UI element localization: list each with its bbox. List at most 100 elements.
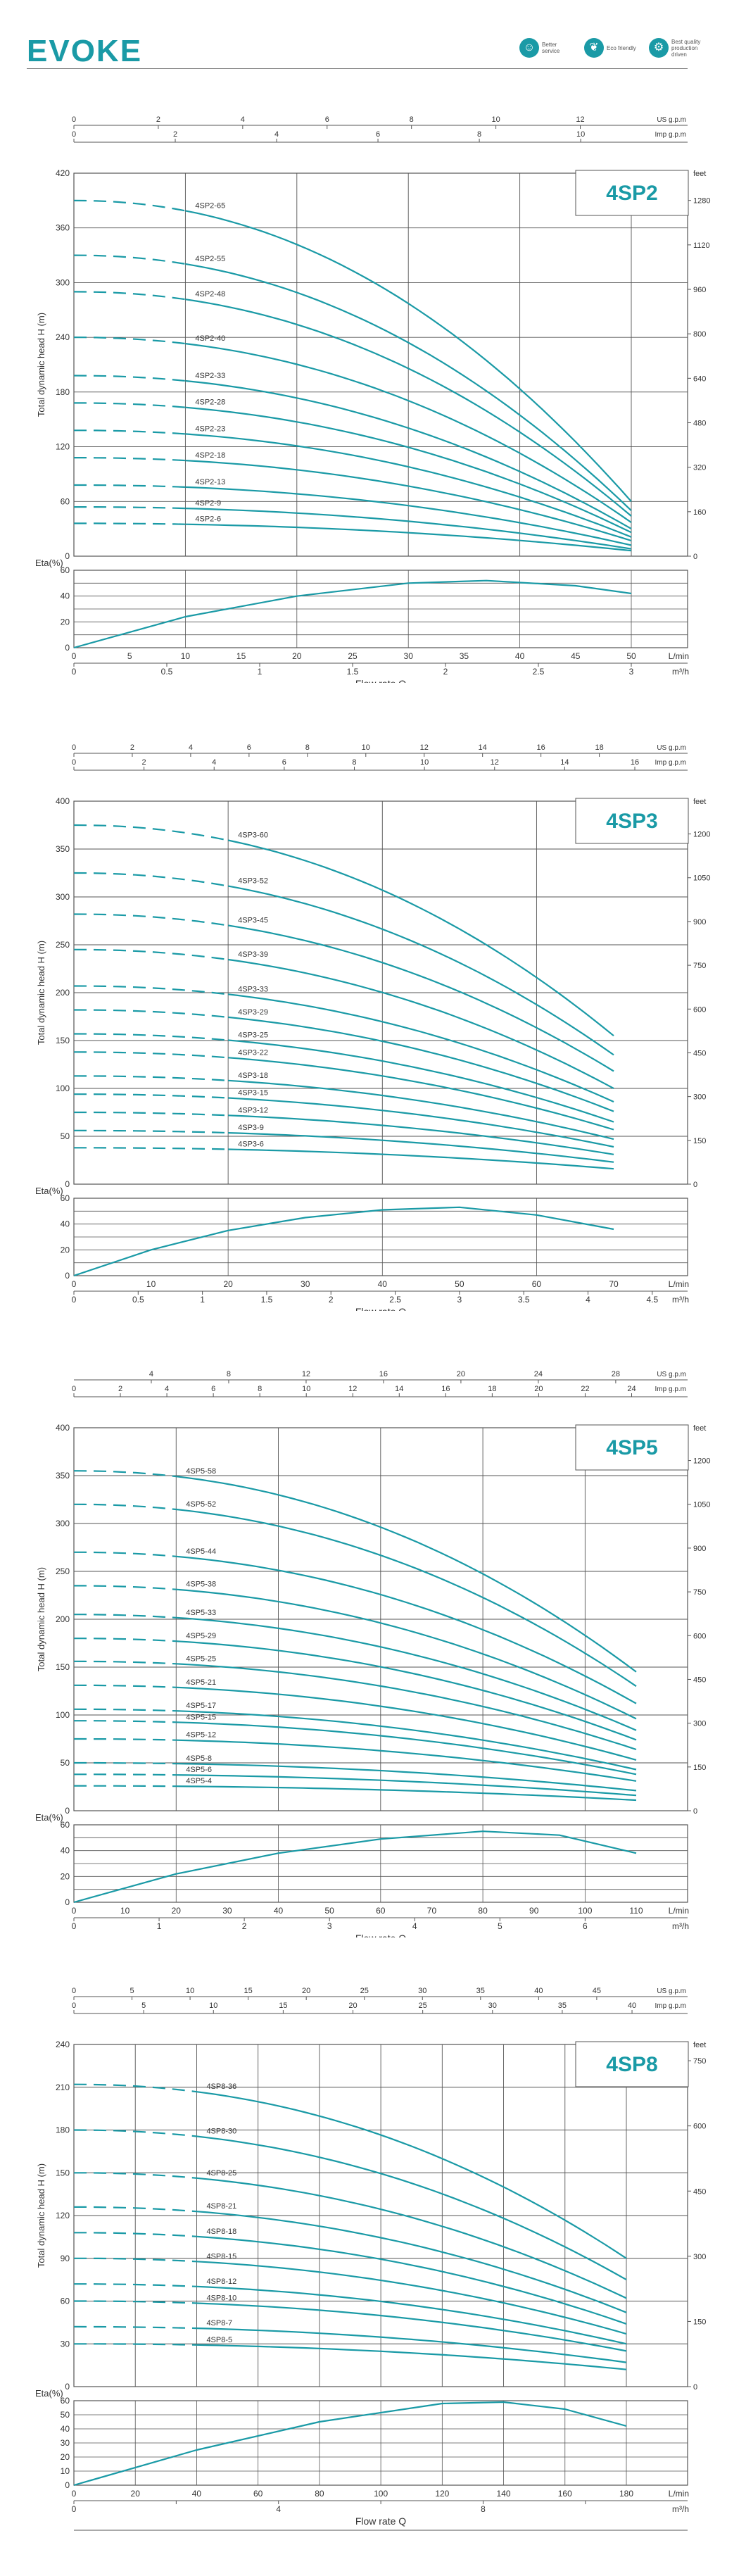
- feet-tick-label: 0: [693, 2383, 697, 2392]
- impgpm-tick-label: 20: [534, 1385, 543, 1393]
- series-curve: [185, 263, 632, 511]
- series-label: 4SP2-48: [195, 290, 225, 299]
- series-curve-dashed: [73, 1129, 229, 1134]
- head-tick-label: 60: [61, 2297, 70, 2306]
- m3h-tick-label: 4: [412, 1921, 417, 1931]
- usgpm-tick-label: 20: [457, 1370, 465, 1378]
- usgpm-tick-label: 5: [129, 1987, 134, 1995]
- series-curve-dashed: [74, 2343, 197, 2346]
- gear-icon: ⚙: [649, 38, 669, 58]
- series-curve-dashed: [74, 2283, 197, 2287]
- usgpm-tick-label: 12: [576, 115, 584, 124]
- feet-tick-label: 750: [693, 2057, 706, 2066]
- series-curve-dashed: [74, 1738, 177, 1741]
- feet-tick-label: 300: [693, 1093, 706, 1102]
- series-label: 4SP5-4: [186, 1777, 212, 1785]
- feet-tick-label: 300: [693, 1720, 706, 1728]
- series-curve: [227, 839, 614, 1037]
- series-label: 4SP5-52: [186, 1500, 216, 1509]
- flow-axis-label: Flow rate Q: [355, 1933, 406, 1937]
- series-label: 4SP3-29: [238, 1008, 268, 1017]
- feet-tick-label: 150: [693, 1137, 706, 1145]
- feet-tick-label: 0: [693, 553, 697, 561]
- impgpm-tick-label: 8: [352, 758, 356, 767]
- lmin-tick-label: 30: [222, 1906, 232, 1916]
- series-label: 4SP8-15: [206, 2252, 236, 2261]
- head-tick-label: 300: [56, 892, 70, 902]
- header-rule: [27, 68, 688, 69]
- head-tick-label: 200: [56, 1614, 70, 1624]
- lmin-tick-label: 60: [532, 1279, 542, 1289]
- eta-tick-label: 20: [61, 1871, 70, 1881]
- head-axis-label: Total dynamic head H (m): [36, 313, 46, 417]
- series-curve: [196, 2285, 627, 2345]
- series-curve: [196, 2344, 627, 2370]
- eta-tick-label: 20: [61, 617, 70, 627]
- impgpm-tick-label: 10: [302, 1385, 310, 1393]
- lmin-tick-label: 30: [404, 651, 414, 661]
- feet-label: feet: [693, 170, 706, 178]
- impgpm-tick-label: 4: [274, 130, 279, 139]
- eta-label: Eta(%): [35, 1186, 63, 1196]
- head-tick-label: 300: [56, 277, 70, 287]
- head-tick-label: 0: [65, 2382, 70, 2392]
- impgpm-tick-label: 6: [211, 1385, 215, 1393]
- feet-tick-label: 640: [693, 375, 706, 383]
- feet-tick-label: 600: [693, 1005, 706, 1014]
- feet-tick-label: 1120: [693, 241, 710, 250]
- head-axis-label: Total dynamic head H (m): [36, 2163, 46, 2268]
- series-label: 4SP8-36: [206, 2082, 236, 2091]
- series-curve-dashed: [73, 1660, 177, 1665]
- usgpm-tick-label: 12: [302, 1370, 310, 1378]
- series-label: 4SP3-6: [238, 1140, 264, 1148]
- impgpm-label: Imp g.p.m: [655, 2002, 686, 2010]
- series-curve: [228, 1079, 614, 1141]
- impgpm-tick-label: 14: [395, 1385, 403, 1393]
- lmin-tick-label: 180: [619, 2489, 633, 2499]
- eta-curve: [73, 2401, 627, 2487]
- impgpm-label: Imp g.p.m: [655, 1386, 686, 1393]
- series-curve: [196, 2211, 627, 2313]
- lmin-tick-label: 10: [181, 651, 191, 661]
- series-label: 4SP5-58: [186, 1467, 216, 1476]
- eta-tick-label: 0: [65, 1897, 70, 1907]
- series-label: 4SP3-39: [238, 950, 268, 959]
- series-label: 4SP5-21: [186, 1678, 216, 1687]
- series-curve: [176, 1686, 637, 1761]
- series-curve-dashed: [74, 457, 186, 462]
- feet-tick-label: 750: [693, 962, 706, 970]
- feet-tick-label: 750: [693, 1588, 706, 1597]
- feet-label: feet: [693, 798, 706, 806]
- page-header: EVOKE ☺ Better service ❦ Eco friendly ⚙ …: [0, 0, 746, 84]
- usgpm-tick-label: 8: [410, 115, 414, 124]
- lmin-tick-label: 0: [72, 1279, 77, 1289]
- series-curve-dashed: [73, 1708, 177, 1712]
- series-label: 4SP5-33: [186, 1609, 216, 1617]
- usgpm-tick-label: 4: [149, 1370, 153, 1378]
- model-title-box: [575, 1424, 689, 1471]
- impgpm-tick-label: 0: [72, 130, 76, 139]
- head-tick-label: 60: [61, 496, 70, 506]
- lmin-tick-label: 45: [571, 651, 581, 661]
- feet-tick-label: 600: [693, 1632, 706, 1640]
- series-label: 4SP8-30: [206, 2128, 236, 2136]
- series-curve-dashed: [74, 1638, 177, 1642]
- eta-curve: [73, 579, 632, 649]
- lmin-tick-label: 110: [629, 1906, 643, 1916]
- series-label: 4SP5-6: [186, 1766, 212, 1774]
- m3h-tick-label: 1: [258, 667, 263, 677]
- series-curve-dashed: [73, 199, 186, 212]
- usgpm-tick-label: 28: [612, 1370, 620, 1378]
- series-curve: [176, 1555, 637, 1704]
- m3h-tick-label: 1: [157, 1921, 162, 1931]
- series-curve-dashed: [73, 375, 186, 382]
- m3h-tick-label: 5: [498, 1921, 502, 1931]
- head-tick-label: 240: [56, 332, 70, 342]
- series-curve: [185, 460, 632, 542]
- usgpm-tick-label: 8: [305, 743, 310, 752]
- series-label: 4SP2-18: [195, 451, 225, 460]
- m3h-tick-label: 3: [629, 667, 634, 677]
- impgpm-tick-label: 2: [173, 130, 177, 139]
- series-curve: [185, 343, 632, 524]
- usgpm-tick-label: 10: [491, 115, 500, 124]
